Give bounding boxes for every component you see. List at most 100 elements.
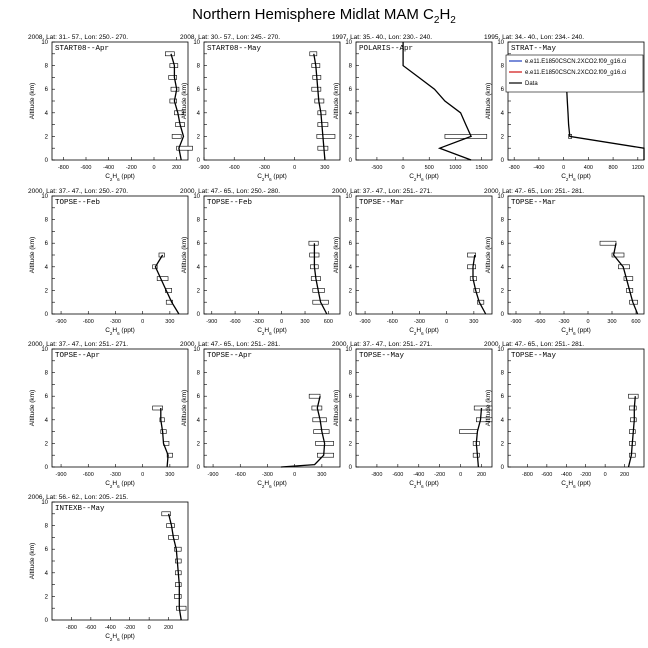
x-axis-label-subscript: 2: [566, 484, 569, 489]
data-box: [171, 134, 182, 139]
y-axis-label: Altitude (km): [333, 83, 340, 119]
panel-2: 2008, Lat: 30.- 57., Lon: 245.- 270. STAR…: [180, 34, 341, 182]
panel-12: 2000, Lat: 47.- 65., Lon: 251.- 281. TOPS…: [484, 341, 645, 489]
data-box: [629, 452, 636, 458]
panel-label: TOPSE--Mar: [511, 199, 556, 207]
x-tick-label: -600: [392, 472, 403, 478]
y-tick-label: 8: [349, 218, 353, 224]
x-axis-label-part: (ppt): [576, 173, 591, 180]
x-axis-label-part: H: [416, 327, 421, 334]
y-tick-label: 0: [45, 465, 49, 471]
x-tick-label: 600: [631, 319, 640, 325]
x-axis-label: C2H6 (ppt): [257, 480, 287, 489]
data-profile-line: [627, 396, 636, 468]
y-tick-label: 10: [41, 500, 48, 506]
y-axis-label: Altitude (km): [29, 390, 36, 426]
y-tick-label: 4: [197, 265, 201, 271]
data-box: [629, 429, 636, 434]
x-axis-label: C2H6 (ppt): [105, 480, 135, 489]
data-profile-line: [313, 53, 326, 161]
data-box: [623, 276, 634, 281]
x-axis-label-part: (ppt): [424, 327, 439, 334]
x-axis-label-subscript: 6: [421, 331, 424, 336]
x-axis-label-part: C: [105, 633, 110, 640]
y-tick-label: 0: [45, 312, 49, 318]
legend-box: [505, 54, 644, 93]
y-tick-label: 4: [45, 571, 49, 577]
y-tick-label: 10: [497, 40, 504, 46]
x-axis-label-part: (ppt): [272, 173, 287, 180]
x-tick-label: -200: [126, 165, 137, 171]
panel-label: TOPSE--Feb: [55, 199, 100, 207]
data-box: [459, 429, 478, 434]
x-axis-label-part: H: [112, 633, 117, 640]
x-tick-label: -600: [83, 319, 94, 325]
data-box: [308, 240, 319, 246]
y-tick-label: 6: [501, 87, 505, 93]
y-tick-label: 2: [45, 441, 49, 447]
y-tick-label: 8: [45, 524, 49, 530]
x-tick-label: 300: [165, 319, 174, 325]
y-tick-label: 4: [349, 418, 353, 424]
x-tick-label: 500: [425, 165, 434, 171]
y-tick-label: 2: [501, 441, 505, 447]
panel-8: 2000, Lat: 47.- 65., Lon: 251.- 281. TOPS…: [484, 188, 645, 336]
x-axis-label-part: H: [568, 173, 573, 180]
x-tick-label: 0: [445, 319, 448, 325]
x-tick-label: 0: [562, 165, 565, 171]
y-axis-label: Altitude (km): [485, 390, 492, 426]
x-tick-label: -600: [80, 165, 91, 171]
x-tick-label: 600: [324, 319, 333, 325]
data-profile-line: [167, 513, 182, 621]
x-axis-label: C2H6 (ppt): [409, 173, 439, 182]
x-tick-label: -300: [110, 319, 121, 325]
y-tick-label: 2: [501, 134, 505, 140]
y-tick-label: 4: [197, 111, 201, 117]
y-tick-label: 0: [197, 158, 201, 164]
y-tick-label: 0: [197, 465, 201, 471]
y-tick-label: 10: [193, 40, 200, 46]
x-tick-label: -800: [371, 472, 382, 478]
x-tick-label: 400: [584, 165, 593, 171]
y-axis-label: Altitude (km): [485, 83, 492, 119]
y-tick-label: 10: [193, 194, 200, 200]
panel-header: 2000, Lat: 37.- 47., Lon: 251.- 271.: [28, 341, 128, 348]
x-axis-label-part: C: [409, 480, 414, 487]
x-axis-label-part: (ppt): [424, 173, 439, 180]
x-tick-label: -200: [124, 625, 135, 631]
y-tick-label: 0: [349, 158, 353, 164]
data-box: [629, 405, 637, 411]
x-tick-label: -400: [105, 625, 116, 631]
y-tick-label: 4: [45, 265, 49, 271]
y-tick-label: 6: [501, 394, 505, 400]
y-tick-label: 2: [349, 288, 353, 294]
data-box: [165, 51, 175, 57]
y-tick-label: 8: [197, 218, 201, 224]
data-profile-line: [170, 53, 185, 161]
x-axis-label-subscript: 2: [262, 177, 265, 182]
data-box: [174, 594, 182, 599]
x-tick-label: -600: [235, 472, 246, 478]
x-tick-label: 0: [141, 472, 144, 478]
x-axis-label-part: H: [112, 327, 117, 334]
x-tick-label: 300: [300, 319, 309, 325]
data-box: [611, 252, 625, 258]
x-axis-label-subscript: 2: [110, 637, 113, 642]
y-tick-label: 8: [45, 64, 49, 70]
panel-5: 2000, Lat: 37.- 47., Lon: 250.- 270. TOPS…: [28, 188, 189, 336]
x-tick-label: -400: [413, 472, 424, 478]
x-axis-label-part: C: [257, 480, 262, 487]
x-axis-label-part: C: [561, 173, 566, 180]
x-tick-label: -900: [206, 319, 217, 325]
data-box: [165, 299, 173, 305]
x-axis-label-part: C: [105, 173, 110, 180]
x-tick-label: 0: [459, 472, 462, 478]
x-tick-label: -900: [56, 472, 67, 478]
data-profile-line: [154, 254, 180, 315]
panel-label: TOPSE--May: [359, 352, 405, 360]
y-tick-label: 8: [349, 64, 353, 70]
x-axis-label-subscript: 2: [414, 484, 417, 489]
data-box: [308, 393, 321, 399]
y-tick-label: 8: [349, 371, 353, 377]
panel-11: 2000, Lat: 37.- 47., Lon: 251.- 271. TOPS…: [332, 341, 493, 489]
